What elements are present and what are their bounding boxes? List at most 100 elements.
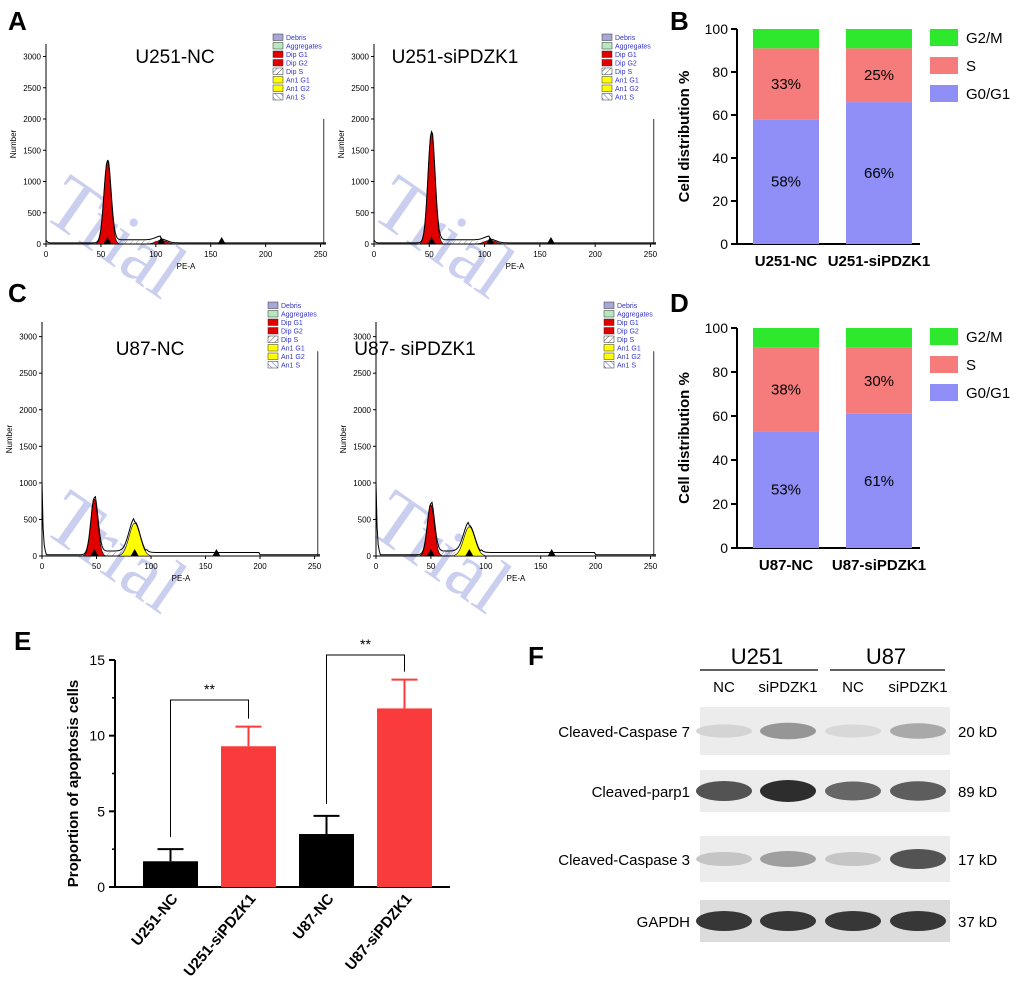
legend-label: An1 S — [617, 363, 636, 370]
protein-label: Cleaved-parp1 — [592, 784, 690, 801]
bar-segment-s — [753, 48, 819, 120]
legend-label: An1 G1 — [286, 78, 310, 85]
peak-marker — [157, 237, 166, 244]
legend-label: Aggregates — [281, 312, 317, 319]
histogram-curve — [45, 159, 326, 244]
legend-swatch — [603, 361, 615, 369]
legend-label: Dip S — [615, 69, 632, 76]
x-axis-label: PE-A — [177, 262, 196, 271]
bar-segment-g2-m — [753, 328, 819, 348]
legend-swatch — [272, 50, 284, 58]
y-tick-label: 2500 — [19, 369, 37, 378]
y-tick-label: 500 — [24, 515, 38, 524]
peak-marker — [212, 549, 221, 556]
y-tick-label: 2500 — [23, 84, 41, 93]
size-label: 20 kD — [958, 724, 997, 741]
histogram-curve — [375, 481, 656, 556]
x-tick-label: 150 — [534, 562, 548, 571]
x-tick-label: 0 — [40, 562, 45, 571]
histogram-title: U251-NC — [135, 47, 214, 68]
legend-swatch — [601, 84, 613, 92]
y-axis-label: Cell distribution % — [676, 71, 693, 203]
legend-swatch — [272, 76, 284, 84]
legend-label: Dip G1 — [281, 320, 303, 327]
peak-marker — [103, 237, 112, 244]
x-tick-label: 0 — [44, 250, 49, 259]
lane-label: siPDZK1 — [758, 679, 817, 696]
legend-swatch — [272, 67, 284, 75]
peak-marker — [486, 237, 495, 244]
peak-marker — [217, 237, 226, 244]
x-tick-label: 200 — [588, 250, 602, 259]
protein-label: Cleaved-Caspase 3 — [558, 852, 690, 869]
watermark-text: Trial — [355, 473, 527, 630]
legend-label: An1 S — [281, 363, 300, 370]
x-tick-label: U87-siPDZK1 — [342, 891, 416, 974]
x-tick-label: U87-NC — [290, 891, 338, 944]
legend-swatch — [267, 335, 279, 343]
legend-label: Dip G2 — [615, 61, 637, 68]
stacked-chart-d: 0 20 40 60 80 100 Cell distribution % 53% 38% U87… — [676, 320, 1010, 574]
significance-label: ** — [360, 636, 371, 652]
legend-swatch — [603, 318, 615, 326]
histogram-curve — [41, 481, 320, 556]
bar-segment-s — [846, 347, 912, 414]
blot-band — [890, 849, 946, 869]
x-tick-label: 50 — [92, 562, 101, 571]
legend-swatch — [267, 310, 279, 318]
significance-label: ** — [204, 681, 215, 697]
legend-label: An1 G2 — [615, 86, 639, 93]
peak-marker — [90, 549, 99, 556]
y-tick-label: 0 — [37, 240, 42, 249]
legend-label: An1 S — [286, 95, 305, 102]
y-tick-label: 60 — [712, 107, 728, 123]
watermark-text: Trial — [358, 158, 530, 315]
data-label: 25% — [864, 67, 894, 84]
y-tick-label: 100 — [705, 21, 729, 37]
legend-label: An1 G1 — [617, 346, 641, 353]
bar-segment-s — [846, 48, 912, 103]
y-tick-label: 500 — [356, 209, 370, 218]
peak-marker — [426, 549, 435, 556]
blot-band — [760, 780, 816, 802]
y-tick-label: 1000 — [19, 479, 37, 488]
g2-peak — [119, 522, 151, 557]
y-tick-label: 80 — [712, 364, 728, 380]
x-tick-label: 0 — [374, 562, 379, 571]
legend-label: Aggregates — [617, 312, 653, 319]
legend-swatch — [267, 352, 279, 360]
y-tick-label: 2000 — [351, 115, 369, 124]
x-axis-label: PE-A — [507, 574, 526, 583]
legend-swatch — [601, 33, 613, 41]
legend-label: Dip G2 — [286, 61, 308, 68]
legend-label: An1 G1 — [615, 78, 639, 85]
y-tick-label: 3000 — [353, 333, 371, 342]
legend-label: An1 G2 — [281, 354, 305, 361]
panel-letter-c: C — [8, 278, 27, 308]
y-tick-label: 1000 — [23, 178, 41, 187]
y-tick-label: 0 — [367, 552, 372, 561]
y-tick-label: 2500 — [351, 84, 369, 93]
y-axis-label: Proportion of apoptosis cells — [65, 680, 82, 888]
legend-swatch — [601, 42, 613, 50]
legend-swatch — [930, 328, 958, 345]
peak-marker — [427, 237, 436, 244]
blot-band — [696, 852, 752, 866]
bar-chart-e: 0 5 10 15 Proportion of apoptosis cells U251-… — [65, 636, 450, 980]
legend-swatch — [267, 361, 279, 369]
x-tick-label: 250 — [308, 562, 322, 571]
panel-letter-f: F — [528, 641, 544, 671]
legend-label: Dip S — [286, 69, 303, 76]
legend-swatch — [267, 301, 279, 309]
data-label: 38% — [771, 382, 801, 399]
y-tick-label: 1500 — [353, 442, 371, 451]
y-tick-label: 20 — [712, 193, 728, 209]
y-tick-label: 2000 — [19, 406, 37, 415]
size-label: 89 kD — [958, 784, 997, 801]
legend-swatch — [267, 318, 279, 326]
y-tick-label: 3000 — [19, 333, 37, 342]
x-tick-label: U251-NC — [755, 253, 818, 270]
